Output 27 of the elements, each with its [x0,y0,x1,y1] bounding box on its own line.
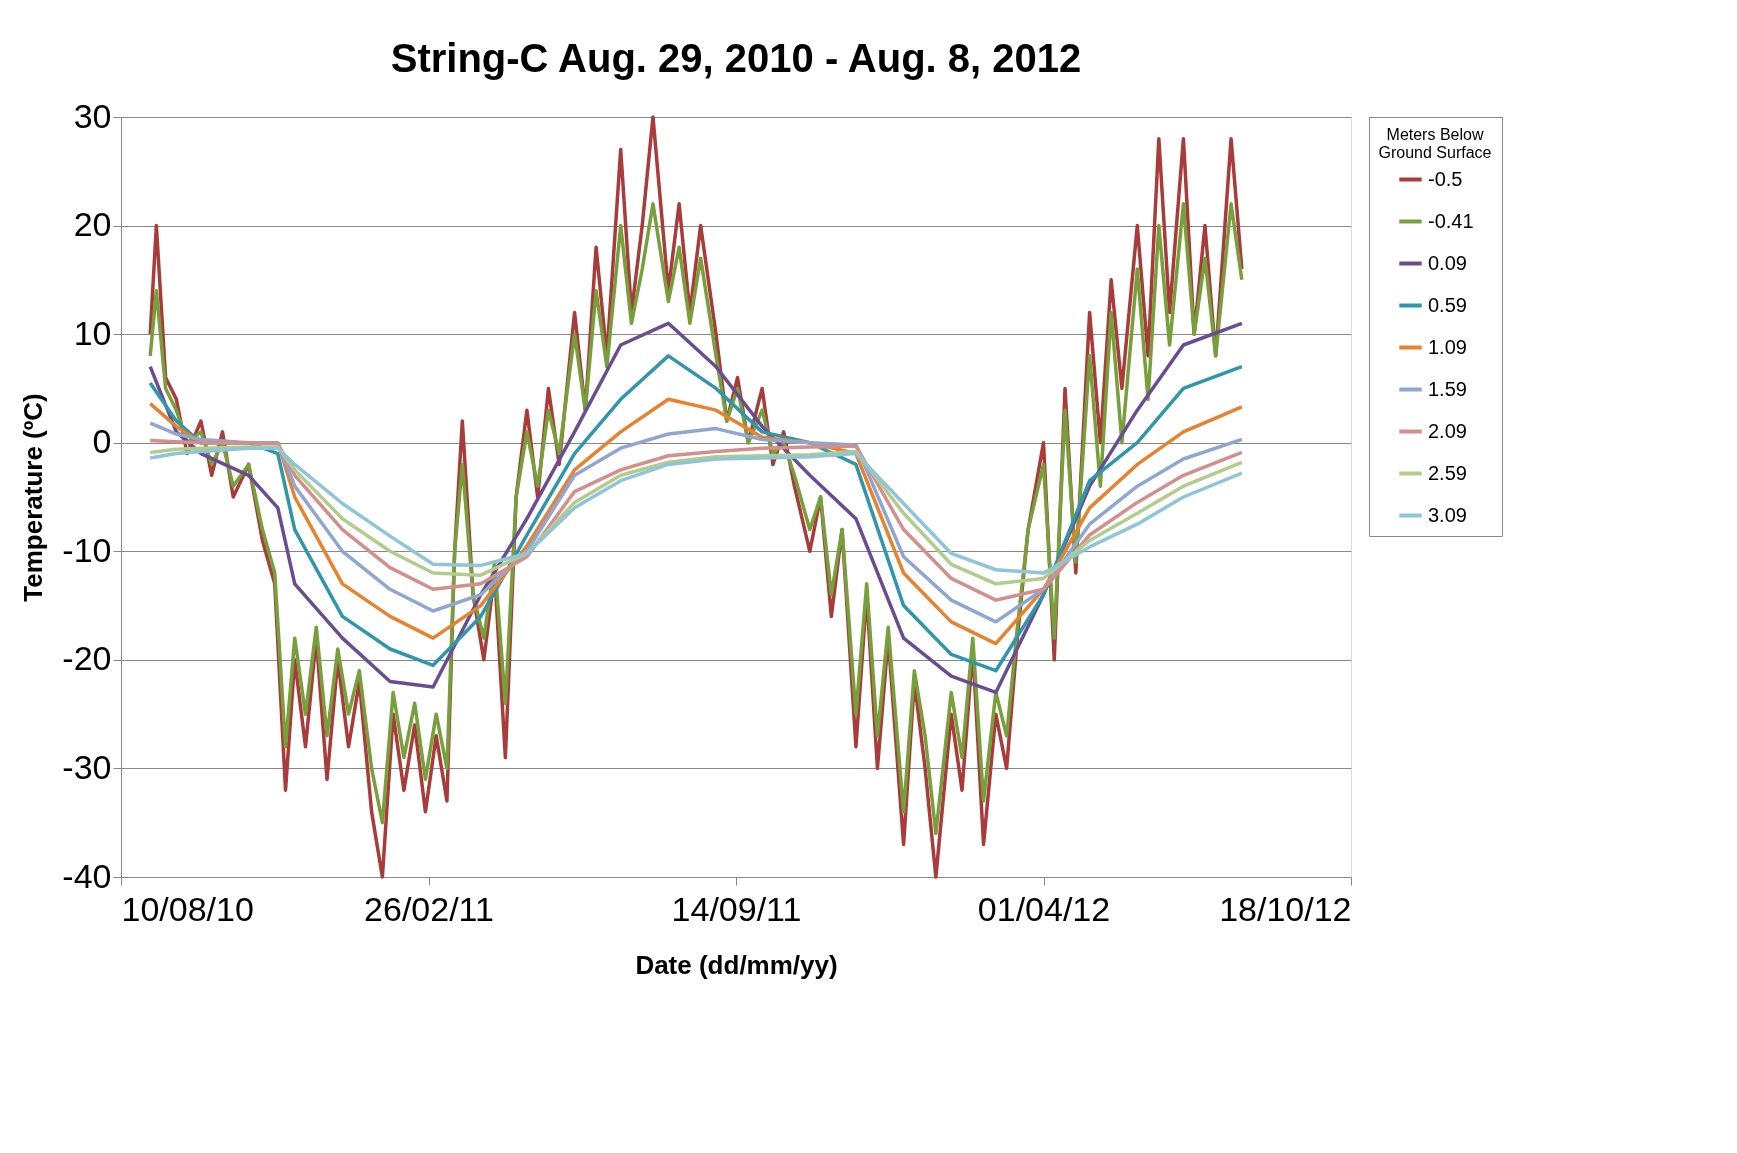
x-tick-label: 26/02/11 [364,889,494,928]
legend-label: 2.09 [1428,419,1467,442]
legend-label: 1.59 [1428,377,1467,400]
chart-title: String-C Aug. 29, 2010 - Aug. 8, 2012 [390,36,1082,80]
x-axis-title: Date (dd/mm/yy) [635,949,838,980]
y-tick-label: 10 [73,313,112,352]
y-tick-label: -10 [62,530,112,569]
legend-label: 0.09 [1428,251,1467,274]
x-tick-label: 14/09/11 [671,889,802,928]
legend-label: 1.09 [1428,335,1467,358]
y-tick-label: -20 [62,639,112,678]
x-tick-label: 18/10/12 [1219,889,1352,928]
y-tick-label: -40 [62,856,112,895]
y-axis-title: Temperature (ºC) [18,393,49,602]
line-series [148,202,1244,836]
legend-label: 2.59 [1428,461,1467,484]
y-tick-label: 30 [73,96,112,135]
y-tick-label: 20 [73,205,112,244]
legend-label: 3.09 [1428,503,1467,526]
y-tick-label: 0 [92,422,112,461]
x-tick-label: 10/08/10 [121,889,254,928]
y-tick-label: -30 [62,747,112,786]
legend-label: -0.5 [1428,167,1463,190]
legend-label: -0.41 [1428,209,1474,232]
legend-label: 0.59 [1428,293,1467,316]
x-tick-label: 01/04/12 [977,889,1111,928]
legend-title: Meters Below Ground Surface [1378,126,1492,161]
